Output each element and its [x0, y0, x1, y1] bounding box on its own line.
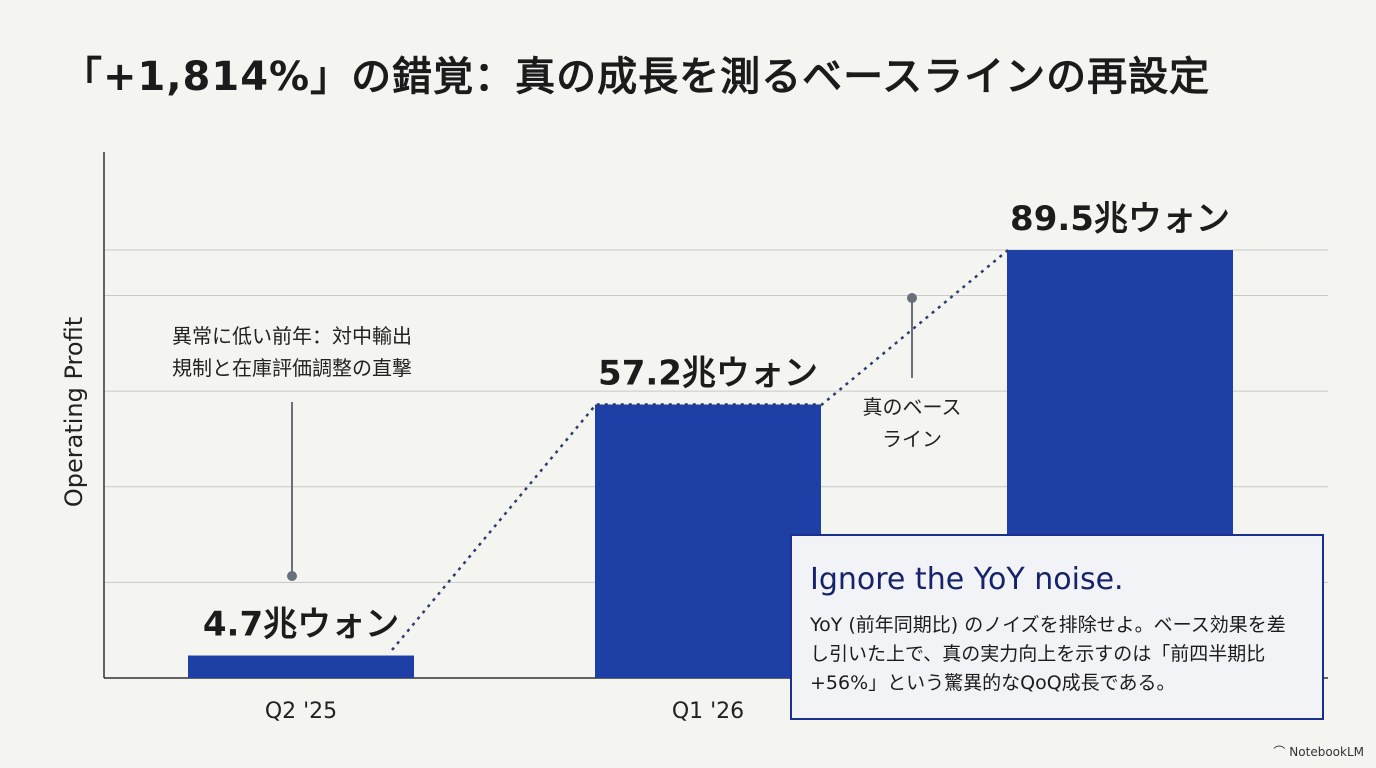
x-tick-label: Q1 '26 — [672, 699, 744, 724]
callout-body: YoY (前年同期比) のノイズを排除せよ。ベース効果を差し引いた上で、真の実力… — [810, 614, 1286, 694]
notebooklm-icon: ⌒ — [1273, 745, 1286, 759]
bar — [595, 404, 821, 678]
data-label: 4.7兆ウォン — [203, 605, 399, 645]
annotation-text: 異常に低い前年：対中輸出 — [172, 324, 412, 348]
trend-line — [391, 249, 1009, 651]
data-label: 89.5兆ウォン — [1010, 199, 1230, 239]
page-title: 「+1,814%」の錯覚：真の成長を測るベースラインの再設定 — [62, 54, 1211, 100]
annotation-text: 規制と在庫評価調整の直撃 — [172, 356, 412, 380]
callout-box: Ignore the YoY noise. YoY (前年同期比) のノイズを排… — [790, 534, 1324, 720]
callout-heading: Ignore the YoY noise. — [810, 562, 1124, 597]
y-axis-label: Operating Profit — [60, 317, 88, 507]
brand-label: NotebookLM — [1289, 745, 1364, 759]
annotation-text: ライン — [882, 427, 942, 451]
bar — [188, 655, 414, 678]
annotation-text: 真のベース — [863, 395, 962, 419]
data-label: 57.2兆ウォン — [598, 353, 818, 393]
annotation-dot — [907, 293, 917, 303]
brand-badge: ⌒ NotebookLM — [1273, 743, 1364, 760]
annotation-dot — [287, 571, 297, 581]
x-tick-label: Q2 '25 — [265, 699, 337, 724]
